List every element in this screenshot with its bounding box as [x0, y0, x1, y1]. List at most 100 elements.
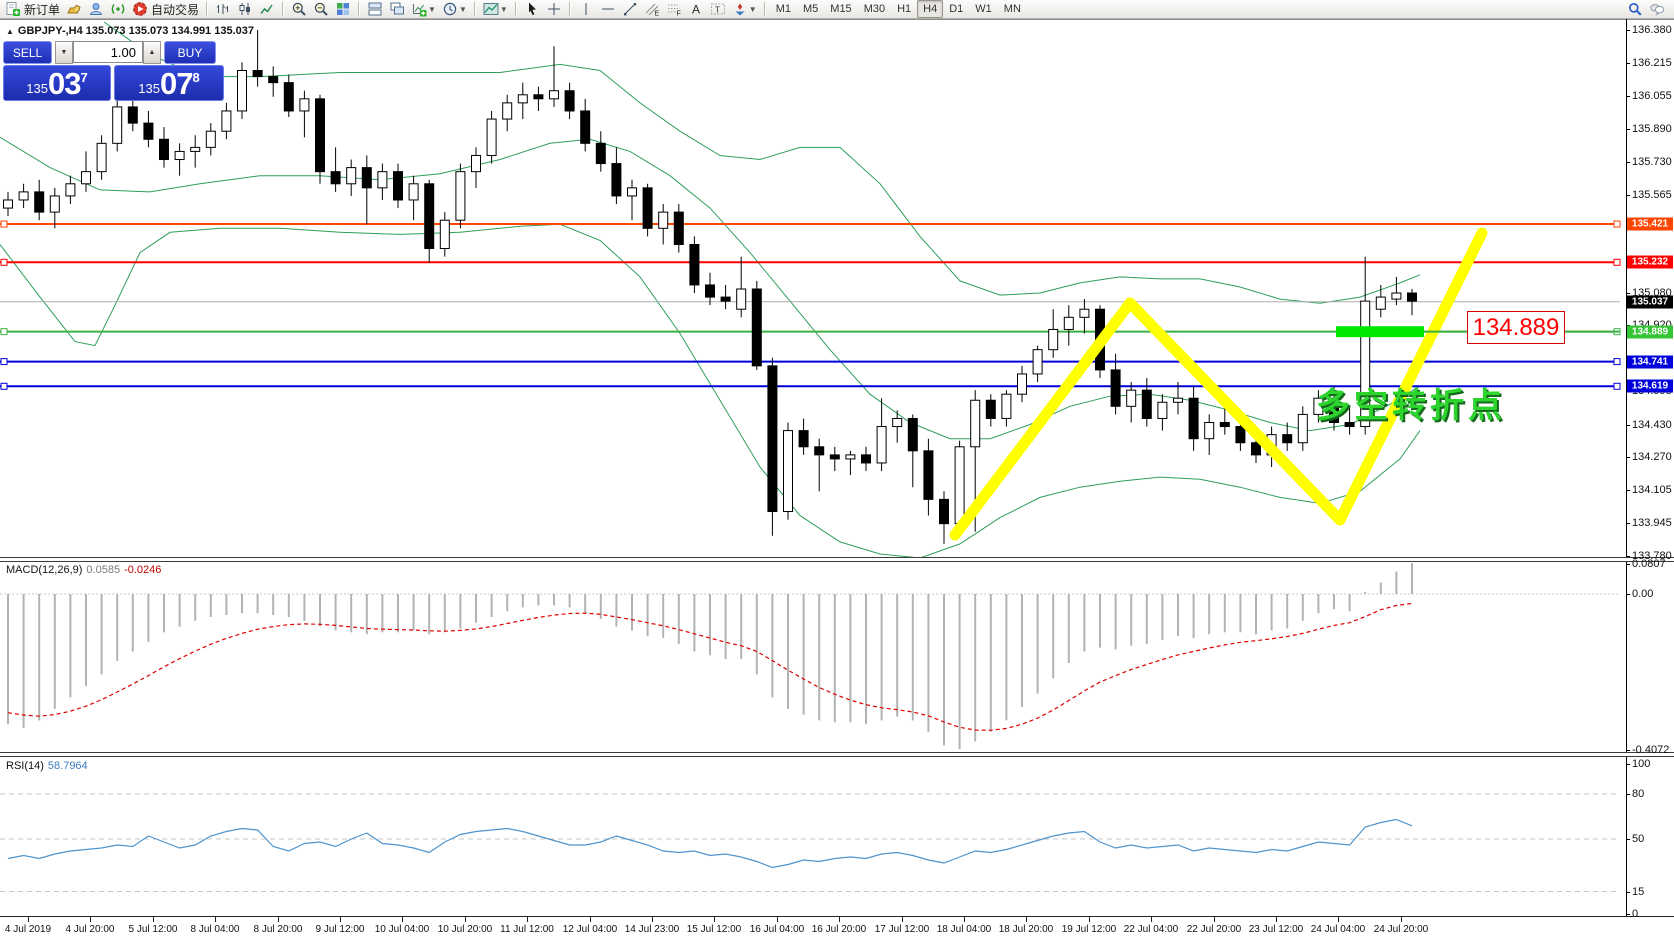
buy-price-display[interactable]: 135 07 8: [114, 65, 224, 101]
tile-windows-button[interactable]: [332, 1, 354, 18]
crosshair-tool-button[interactable]: [543, 1, 565, 18]
line-handle[interactable]: [0, 358, 8, 366]
time-tick-mark: [90, 917, 91, 922]
sell-price-display[interactable]: 135 03 7: [3, 65, 111, 101]
text-tool-button[interactable]: A: [685, 1, 707, 18]
lot-size-input[interactable]: [73, 41, 143, 63]
line-handle[interactable]: [0, 382, 8, 390]
macd-signal-value: -0.0246: [124, 564, 162, 576]
line-handle[interactable]: [0, 328, 8, 336]
price-line-chip[interactable]: 134.619: [1627, 379, 1673, 393]
bollinger-middle-band: [0, 136, 1421, 440]
line-handle[interactable]: [0, 258, 8, 266]
lot-increase-button[interactable]: ▲: [143, 41, 161, 64]
signals-button[interactable]: [107, 1, 129, 18]
price-tick-mark: [1626, 456, 1630, 458]
text-label-tool-button[interactable]: T: [707, 1, 729, 18]
lot-decrease-button[interactable]: ▼: [55, 41, 73, 64]
community-button[interactable]: [85, 1, 107, 18]
time-axis-label: 4 Jul 2019: [4, 924, 52, 935]
arrows-tool-button[interactable]: ▼: [729, 1, 760, 18]
time-tick-mark: [278, 917, 279, 922]
pane-divider[interactable]: [0, 752, 1674, 757]
line-handle[interactable]: [0, 220, 8, 228]
time-axis-label: 18 Jul 04:00: [936, 924, 992, 935]
price-tick-mark: [1626, 161, 1630, 163]
text-label-icon: T: [710, 3, 725, 15]
price-tick-mark: [1626, 293, 1630, 294]
cascade-windows-button[interactable]: [386, 1, 408, 18]
buy-button[interactable]: BUY: [164, 41, 216, 64]
price-tick-label: 136.055: [1632, 89, 1672, 102]
new-chart-button[interactable]: ▼: [408, 1, 439, 18]
symbol-info-line[interactable]: ▲ GBPJPY-,H4 135.073 135.073 134.991 135.…: [6, 25, 254, 37]
zoom-in-button[interactable]: [288, 1, 310, 18]
line-handle[interactable]: [1613, 258, 1621, 266]
price-line-chip[interactable]: 135.037: [1627, 295, 1673, 309]
collapse-panel-icon[interactable]: ▲: [6, 27, 14, 36]
macd-tick-mark: [1626, 750, 1630, 751]
time-axis-label: 15 Jul 12:00: [686, 924, 742, 935]
turning-point-annotation[interactable]: 多空转折点: [1316, 387, 1506, 425]
trendline-tool-button[interactable]: [619, 1, 641, 18]
rsi-pane[interactable]: [0, 757, 1626, 916]
auto-trading-button-label: 自动交易: [151, 2, 200, 17]
search-button[interactable]: [1624, 1, 1646, 18]
price-line-chip[interactable]: 135.421: [1627, 217, 1673, 231]
rsi-axis-label: 15: [1632, 885, 1645, 898]
line-handle[interactable]: [1613, 220, 1621, 228]
zigzag-trendline[interactable]: [949, 227, 1488, 541]
hline-icon: [601, 8, 614, 10]
pane-divider[interactable]: [0, 557, 1674, 562]
chart-profiles-button[interactable]: ▼: [439, 1, 470, 18]
bollinger-lower-band: [0, 223, 1421, 557]
price-line-chip[interactable]: 134.889: [1627, 325, 1673, 339]
horizontal-line-tool-button[interactable]: [597, 1, 619, 18]
timeframe-m15-button[interactable]: M15: [830, 3, 852, 15]
fibonacci-tool-button[interactable]: F: [663, 1, 685, 18]
timeframe-m5-button[interactable]: M5: [803, 3, 819, 15]
gold-quotes-button[interactable]: [63, 1, 85, 18]
time-tick-mark: [714, 917, 715, 922]
time-axis-label: 9 Jul 12:00: [315, 924, 365, 935]
gold-icon: [67, 4, 81, 14]
equidistant-channel-tool-button[interactable]: E: [641, 1, 663, 18]
new-order-button[interactable]: 新订单: [2, 1, 63, 18]
auto-trading-button[interactable]: 自动交易: [129, 1, 202, 18]
toolbar-separator: [358, 2, 361, 16]
vertical-line-tool-button[interactable]: [575, 1, 597, 18]
time-axis-label: 16 Jul 04:00: [749, 924, 805, 935]
price-tick-mark: [1626, 63, 1630, 65]
price-callout-box[interactable]: 134.889: [1467, 311, 1565, 344]
timeframe-h1-button[interactable]: H1: [897, 3, 912, 15]
candlestick-chart-button[interactable]: [234, 1, 256, 18]
timeframe-mn-button[interactable]: MN: [1003, 3, 1021, 15]
price-line-chip[interactable]: 134.741: [1627, 355, 1673, 369]
cursor-tool-button[interactable]: [521, 1, 543, 18]
timeframe-d1-button[interactable]: D1: [949, 3, 964, 15]
autotrade-icon: [133, 2, 147, 16]
timeframe-m30-button[interactable]: M30: [863, 3, 886, 15]
arrange-windows-button[interactable]: [364, 1, 386, 18]
price-tick-label: 135.730: [1632, 155, 1672, 168]
highlight-rectangle[interactable]: [1336, 326, 1424, 338]
indicators-button[interactable]: ▼: [480, 1, 511, 18]
price-tick-label: 133.780: [1632, 550, 1672, 562]
line-handle[interactable]: [1613, 358, 1621, 366]
zoom-out-button[interactable]: [310, 1, 332, 18]
line-chart-button[interactable]: [256, 1, 278, 18]
timeframe-w1-button[interactable]: W1: [975, 3, 992, 15]
rsi-value: 58.7964: [47, 760, 88, 772]
sell-button[interactable]: SELL: [3, 41, 52, 64]
timeframe-m1-button[interactable]: M1: [775, 3, 791, 15]
bar-chart-button[interactable]: [212, 1, 234, 18]
price-line-chip[interactable]: 135.232: [1627, 255, 1673, 269]
timeframe-h4-button[interactable]: H4: [917, 0, 944, 18]
main-chart-pane[interactable]: [0, 20, 1626, 557]
chat-button[interactable]: [1646, 1, 1668, 18]
time-axis-label: 14 Jul 23:00: [624, 924, 680, 935]
vline-icon: [585, 3, 587, 15]
line-handle[interactable]: [1613, 382, 1621, 390]
macd-pane[interactable]: [0, 562, 1626, 752]
